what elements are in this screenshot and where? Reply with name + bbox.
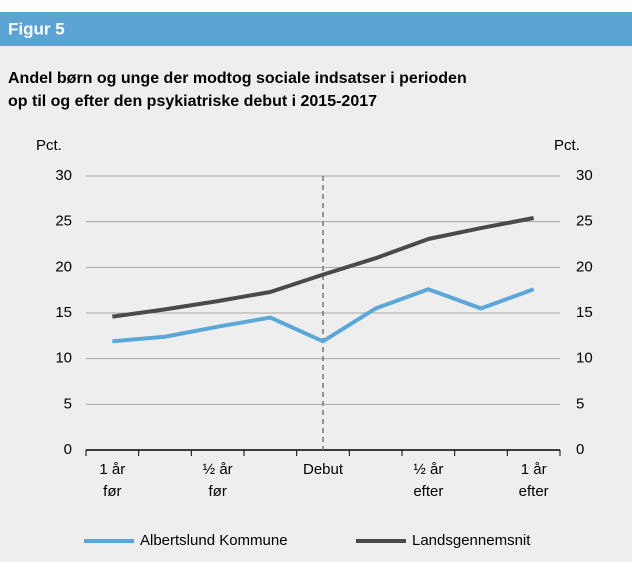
y-tick-label: 10 bbox=[55, 350, 72, 367]
y-tick-label: 0 bbox=[64, 441, 72, 458]
legend-label: Landsgennemsnit bbox=[412, 532, 531, 549]
y2-tick-label: 20 bbox=[576, 258, 593, 275]
x-tick-label-line: Debut bbox=[303, 461, 344, 478]
x-tick-label-line: ½ år bbox=[413, 461, 443, 478]
y-tick-label: 30 bbox=[55, 167, 72, 184]
chart-title: op til og efter den psykiatriske debut i… bbox=[8, 93, 377, 110]
y2-tick-label: 10 bbox=[576, 350, 593, 367]
y2-tick-label: 5 bbox=[576, 395, 584, 412]
y2-tick-label: 15 bbox=[576, 304, 593, 321]
x-tick-label-line: før bbox=[103, 483, 121, 500]
x-tick-label: Debut bbox=[303, 461, 344, 478]
x-tick-label-line: før bbox=[209, 483, 227, 500]
x-tick-label-line: 1 år bbox=[521, 461, 547, 478]
series-line bbox=[112, 287, 535, 344]
legend-label: Albertslund Kommune bbox=[140, 532, 288, 549]
x-tick-label-line: 1 år bbox=[99, 461, 125, 478]
y2-axis-label: Pct. bbox=[554, 137, 580, 154]
panel bbox=[0, 46, 632, 562]
chart-title: Andel børn og unge der modtog sociale in… bbox=[8, 70, 467, 87]
y-tick-label: 5 bbox=[64, 395, 72, 412]
y-tick-label: 15 bbox=[55, 304, 72, 321]
series-line bbox=[112, 216, 535, 319]
header-title: Figur 5 bbox=[8, 19, 65, 38]
x-tick-label-line: efter bbox=[519, 483, 549, 500]
x-tick-label-line: efter bbox=[413, 483, 443, 500]
x-tick-label: ½ år før bbox=[203, 461, 233, 500]
x-tick-label: 1 år efter bbox=[519, 461, 549, 500]
header-bar bbox=[0, 12, 632, 46]
x-tick-label: 1 år før bbox=[99, 461, 125, 500]
y-tick-label: 20 bbox=[55, 258, 72, 275]
x-tick-label: ½ år efter bbox=[413, 461, 443, 500]
y2-tick-label: 25 bbox=[576, 213, 593, 230]
y2-tick-label: 30 bbox=[576, 167, 593, 184]
x-tick-label-line: ½ år bbox=[203, 461, 233, 478]
y-tick-label: 25 bbox=[55, 213, 72, 230]
y-axis-label: Pct. bbox=[36, 137, 62, 154]
y2-tick-label: 0 bbox=[576, 441, 584, 458]
